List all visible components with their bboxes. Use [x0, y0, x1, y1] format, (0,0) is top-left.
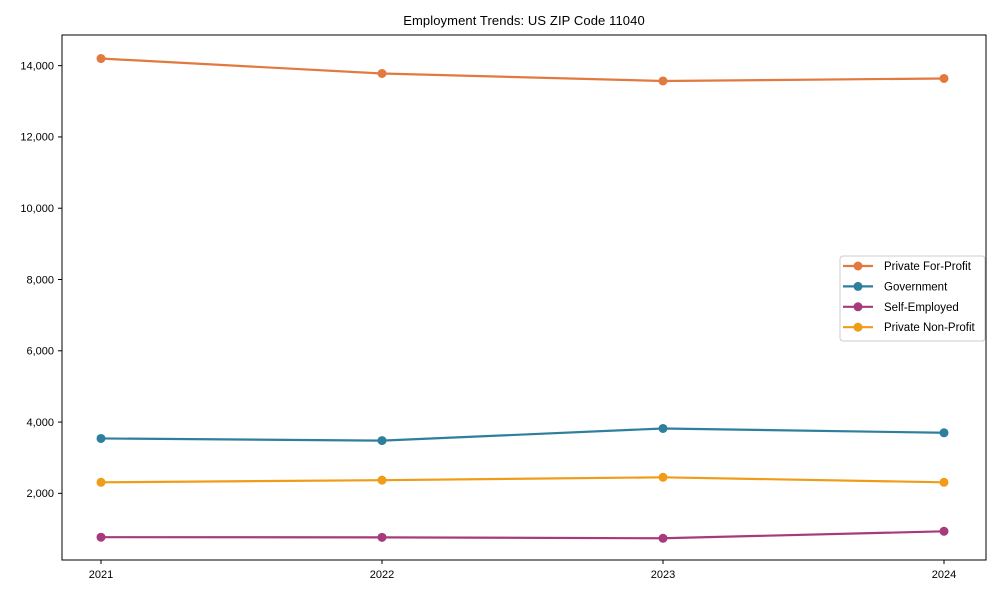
- series-point-self-employed: [658, 533, 668, 543]
- y-tick-label: 2,000: [26, 488, 54, 500]
- series-point-private-for-profit: [377, 68, 387, 78]
- legend-marker-private-non-profit: [853, 322, 863, 332]
- y-tick-label: 6,000: [26, 346, 54, 358]
- legend-label-private-for-profit: Private For-Profit: [884, 261, 972, 273]
- series-point-self-employed: [377, 532, 387, 542]
- series-point-private-for-profit: [658, 76, 668, 86]
- series-line-government: [99, 427, 946, 442]
- legend-marker-private-for-profit: [853, 261, 863, 271]
- series-point-private-non-profit: [96, 477, 106, 487]
- series-point-private-non-profit: [939, 477, 949, 487]
- x-tick-label: 2023: [651, 569, 675, 581]
- x-tick-label: 2024: [932, 569, 956, 581]
- series-line-private-for-profit: [99, 57, 946, 83]
- legend-label-private-non-profit: Private Non-Profit: [884, 322, 976, 334]
- legend-label-government: Government: [884, 281, 948, 293]
- series-point-private-non-profit: [658, 472, 668, 482]
- legend-box: [839, 255, 986, 342]
- y-tick-label: 8,000: [26, 274, 54, 286]
- series-point-self-employed: [96, 532, 106, 542]
- series-point-government: [939, 428, 949, 438]
- legend-marker-self-employed: [853, 302, 863, 312]
- series-point-private-non-profit: [377, 475, 387, 485]
- y-tick-label: 10,000: [20, 203, 54, 215]
- y-tick-label: 14,000: [20, 60, 54, 72]
- series-point-government: [658, 423, 668, 433]
- series-point-self-employed: [939, 526, 949, 536]
- plot-border: [61, 34, 987, 561]
- x-tick-label: 2021: [89, 569, 113, 581]
- chart-title: Employment Trends: US ZIP Code 11040: [403, 13, 645, 28]
- series-point-government: [377, 436, 387, 446]
- x-tick-label: 2022: [370, 569, 394, 581]
- series-point-private-for-profit: [96, 54, 106, 64]
- series-line-private-non-profit: [99, 476, 946, 484]
- series-point-government: [96, 433, 106, 443]
- legend-label-self-employed: Self-Employed: [884, 302, 959, 314]
- series-line-self-employed: [99, 530, 946, 540]
- series-point-private-for-profit: [939, 73, 949, 83]
- legend-marker-government: [853, 281, 863, 291]
- y-tick-label: 12,000: [20, 132, 54, 144]
- y-tick-label: 4,000: [26, 417, 54, 429]
